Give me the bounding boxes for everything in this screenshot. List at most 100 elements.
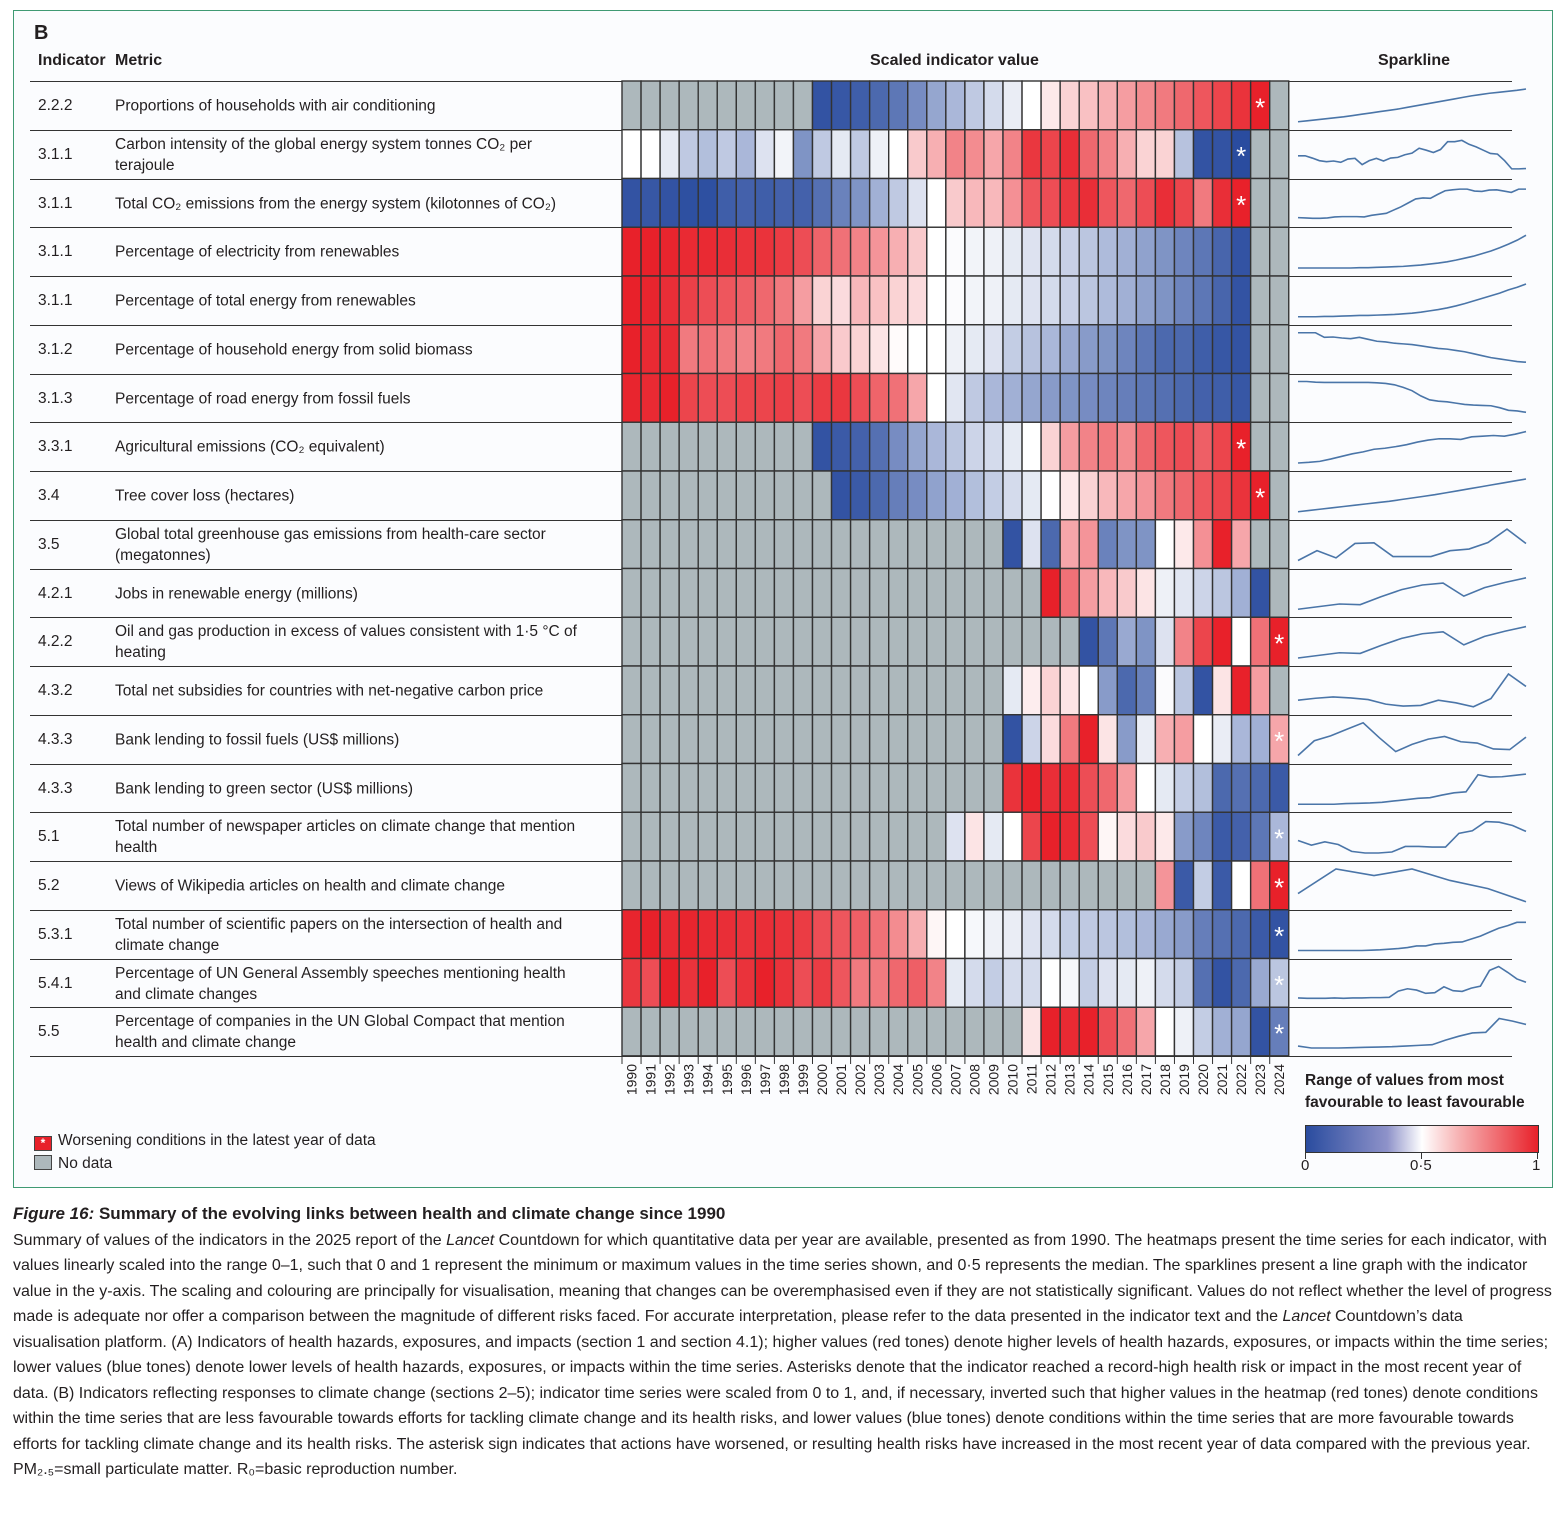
indicator-code: 3.1.3 — [38, 389, 73, 407]
year-label: 2003 — [871, 1064, 887, 1095]
heatmap-cell — [621, 519, 642, 570]
heatmap-cell — [1154, 421, 1176, 472]
year-label: 2018 — [1157, 1064, 1173, 1095]
heatmap-cell — [640, 616, 661, 667]
heatmap-cell — [621, 1006, 642, 1057]
heatmap-cell — [1059, 470, 1080, 521]
heatmap-cell — [678, 957, 699, 1008]
colorbar — [1305, 1125, 1539, 1153]
asterisk-marker: * — [1274, 1019, 1284, 1049]
heatmap-cell — [1002, 762, 1023, 813]
heatmap-cell — [1249, 616, 1271, 667]
heatmap-cell — [1021, 1006, 1042, 1057]
heatmap-cell — [1154, 80, 1176, 131]
heatmap-cell — [1059, 1006, 1080, 1057]
heatmap-cell — [1135, 470, 1157, 521]
heatmap-cell — [754, 762, 776, 813]
heatmap-cell — [1002, 324, 1023, 375]
heatmap-cell — [849, 372, 871, 423]
heatmap-cell — [678, 470, 699, 521]
heatmap-cell — [1135, 519, 1157, 570]
heatmap-cell — [754, 616, 776, 667]
heatmap-cell — [945, 909, 966, 960]
heatmap-cell — [907, 372, 928, 423]
heatmap-cell — [868, 1006, 890, 1057]
heatmap-cell — [773, 372, 795, 423]
heatmap-cell — [945, 470, 966, 521]
heatmap-cell — [926, 177, 947, 228]
heatmap-cell — [773, 714, 795, 765]
heatmap-cell — [849, 714, 871, 765]
heatmap-cell — [678, 1006, 699, 1057]
heatmap-cell — [716, 909, 737, 960]
heatmap-cell — [945, 129, 966, 180]
heatmap-cell — [1040, 226, 1061, 277]
colorbar-label-1: 1 — [1532, 1157, 1541, 1174]
heatmap-cell — [1249, 957, 1271, 1008]
heatmap-cell — [888, 519, 909, 570]
heatmap-cell — [926, 226, 947, 277]
indicator-code: 3.1.1 — [38, 292, 73, 309]
heatmap-cell — [1021, 811, 1042, 862]
heatmap-cell — [1021, 80, 1042, 131]
heatmap-cell — [1078, 909, 1099, 960]
heatmap-cell — [1211, 80, 1233, 131]
indicator-code: 5.5 — [38, 1023, 60, 1041]
heatmap-cell — [1078, 519, 1099, 570]
heatmap-cell — [811, 957, 833, 1008]
heatmap-cell — [1040, 762, 1061, 813]
heatmap-cell — [811, 616, 833, 667]
heatmap-cell — [1211, 324, 1233, 375]
heatmap-cell — [735, 324, 757, 375]
heatmap-cell — [792, 275, 814, 326]
heatmap-cell — [849, 860, 871, 911]
heatmap-cell — [1059, 616, 1080, 667]
heatmap-cell — [868, 275, 890, 326]
heatmap-cell — [735, 811, 757, 862]
heatmap-cell — [811, 519, 833, 570]
heatmap-cell — [792, 372, 814, 423]
heatmap-cell — [773, 80, 795, 131]
heatmap-cell — [811, 226, 833, 277]
heatmap-cell — [1192, 665, 1214, 716]
heatmap-cell — [1230, 372, 1252, 423]
year-label: 1997 — [757, 1064, 773, 1095]
heatmap-cell — [1040, 811, 1061, 862]
metric-label: Percentage of road energy from fossil fu… — [115, 390, 411, 407]
heatmap-cell — [1154, 860, 1176, 911]
heatmap-cell — [1059, 275, 1080, 326]
heatmap-cell — [1116, 372, 1138, 423]
indicator-code: 5.2 — [38, 877, 60, 894]
heatmap-cell — [697, 324, 718, 375]
heatmap-cell — [1249, 226, 1271, 277]
heatmap-cell — [964, 519, 985, 570]
heatmap-cell — [1002, 129, 1023, 180]
colorbar-title: Range of values from most favourable to … — [1305, 1072, 1525, 1111]
heatmap-cell — [945, 177, 966, 228]
heatmap-cell — [678, 226, 699, 277]
heatmap-cell — [716, 372, 737, 423]
heatmap-cell — [754, 129, 776, 180]
heatmap-cell — [754, 957, 776, 1008]
heatmap-cell — [621, 470, 642, 521]
heatmap-cell — [945, 567, 966, 618]
metric-label: Percentage of household energy from soli… — [115, 341, 473, 359]
heatmap-cell — [1097, 762, 1118, 813]
heatmap-cell — [868, 762, 890, 813]
heatmap-cell — [868, 811, 890, 862]
heatmap-cell — [1059, 372, 1080, 423]
heatmap-cell — [1021, 129, 1042, 180]
heatmap-cell — [1116, 714, 1138, 765]
heatmap-cell — [659, 714, 680, 765]
heatmap-cell — [754, 177, 776, 228]
indicator-code: 4.2.2 — [38, 633, 73, 651]
heatmap-cell — [659, 909, 680, 960]
heatmap-cell — [1192, 957, 1214, 1008]
heatmap-cell — [1173, 860, 1195, 911]
heatmap-cell — [868, 421, 890, 472]
heatmap-cell — [773, 616, 795, 667]
heatmap-cell — [983, 421, 1004, 472]
heatmap-cell — [621, 860, 642, 911]
heatmap-cell — [983, 177, 1004, 228]
heatmap-cell — [1040, 519, 1061, 570]
